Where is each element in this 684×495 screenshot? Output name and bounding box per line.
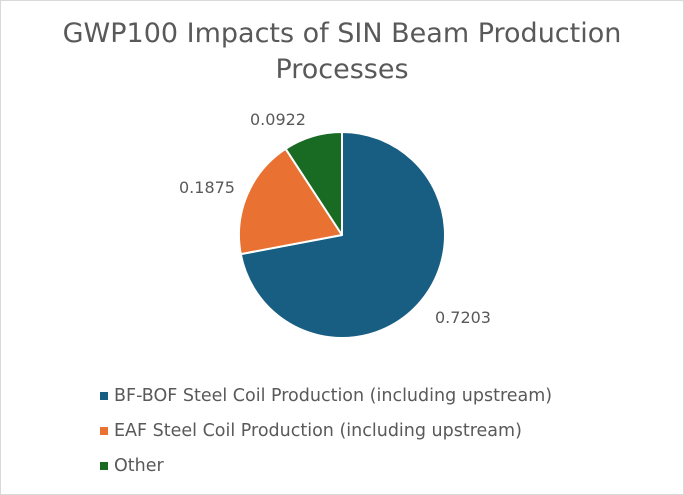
legend-label: EAF Steel Coil Production (including ups… <box>114 421 522 441</box>
legend-swatch <box>100 462 108 470</box>
legend-item-bf-bof-steel-coil-production-including-upstream: BF-BOF Steel Coil Production (including … <box>100 382 552 410</box>
chart-title-text: GWP100 Impacts of SIN Beam Production Pr… <box>62 18 622 85</box>
legend-label: Other <box>114 456 164 476</box>
pie-slice-eaf-steel-coil-production-including-upstream <box>238 147 343 256</box>
legend: BF-BOF Steel Coil Production (including … <box>100 382 552 487</box>
legend-item-other: Other <box>100 452 552 480</box>
pie-slice-other <box>284 131 343 236</box>
legend-label: BF-BOF Steel Coil Production (including … <box>114 386 553 406</box>
chart-title: GWP100 Impacts of SIN Beam Production Pr… <box>0 16 684 88</box>
legend-item-eaf-steel-coil-production-including-upstream: EAF Steel Coil Production (including ups… <box>100 417 552 445</box>
legend-swatch <box>100 427 108 435</box>
data-label-bf-bof-steel-coil-production-including-upstream: 0.7203 <box>435 308 491 327</box>
legend-swatch <box>100 392 108 400</box>
data-label-eaf-steel-coil-production-including-upstream: 0.1875 <box>179 178 235 197</box>
data-label-other: 0.0922 <box>250 110 306 129</box>
